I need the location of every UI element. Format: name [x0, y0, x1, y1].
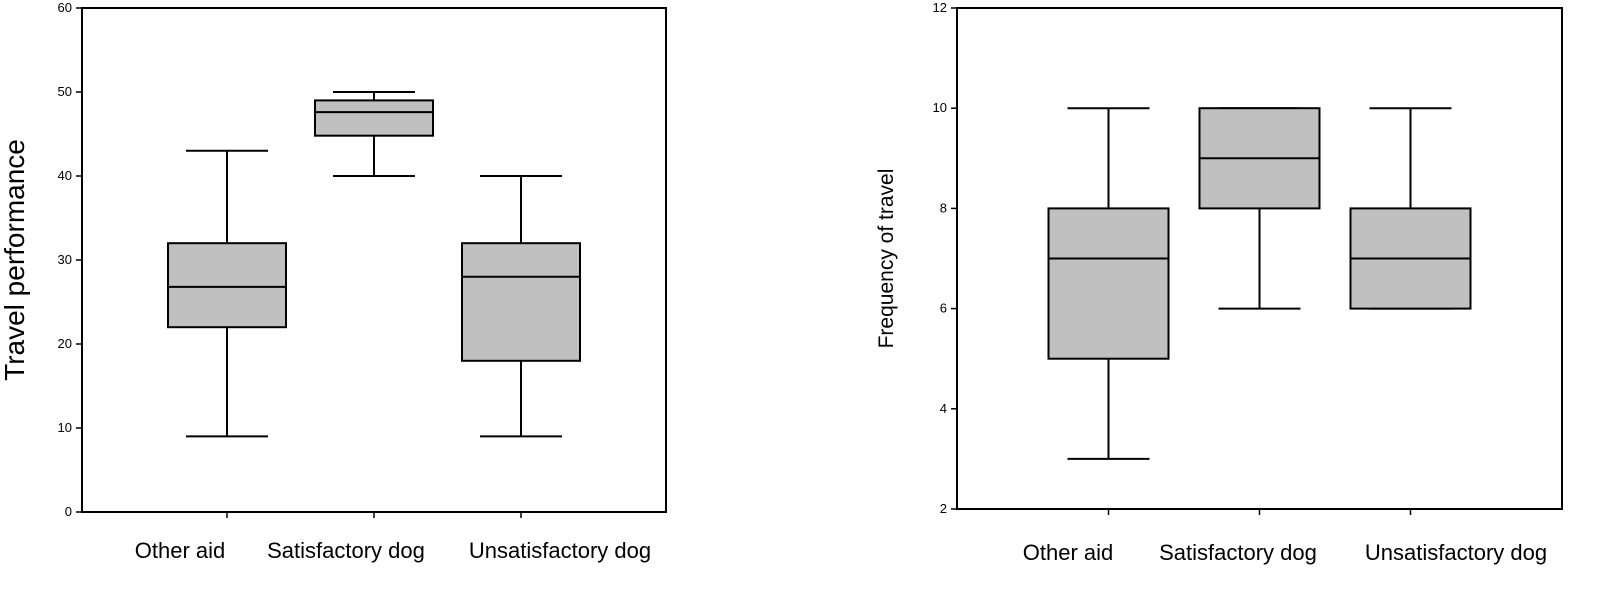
box-satisfactory-dog — [314, 91, 434, 177]
y-tick-label: 10 — [58, 420, 72, 435]
iqr-box — [1047, 207, 1170, 360]
y-tick-label: 20 — [58, 336, 72, 351]
y-axis-label: Frequency of travel — [875, 169, 898, 349]
x-category-label: Unsatisfactory dog — [1365, 540, 1547, 565]
x-category-label: Other aid — [1023, 540, 1114, 565]
x-category-label: Other aid — [135, 538, 226, 563]
iqr-box — [461, 242, 581, 362]
y-tick-label: 6 — [940, 301, 947, 316]
box-other-aid — [1047, 107, 1170, 460]
x-category-label: Unsatisfactory dog — [469, 538, 651, 563]
x-category-label: Satisfactory dog — [267, 538, 425, 563]
travel-performance-chart: 0 10 20 30 40 50 60 Other aid Satisfactory dog Un… — [0, 0, 667, 563]
y-tick-label: 50 — [58, 84, 72, 99]
box-other-aid — [167, 149, 287, 438]
iqr-box — [167, 242, 287, 329]
y-tick-label: 2 — [940, 501, 947, 516]
box-unsatisfactory-dog — [461, 175, 581, 438]
box-unsatisfactory-dog — [1349, 107, 1472, 310]
y-tick-label: 8 — [940, 200, 947, 215]
y-tick-label: 60 — [58, 0, 72, 15]
box-satisfactory-dog — [1198, 107, 1321, 310]
y-tick-label: 30 — [58, 252, 72, 267]
y-axis-label: Travel performance — [0, 139, 30, 381]
y-tick-label: 40 — [58, 168, 72, 183]
x-category-label: Satisfactory dog — [1159, 540, 1317, 565]
y-tick-label: 0 — [65, 504, 72, 519]
iqr-box — [314, 99, 434, 137]
y-tick-label: 12 — [933, 0, 947, 15]
y-tick-label: 10 — [933, 100, 947, 115]
frequency-of-travel-chart: 2 4 6 8 10 12 Other aid Satisfactory dog Unsatis… — [875, 0, 1563, 565]
y-tick-label: 4 — [940, 401, 947, 416]
